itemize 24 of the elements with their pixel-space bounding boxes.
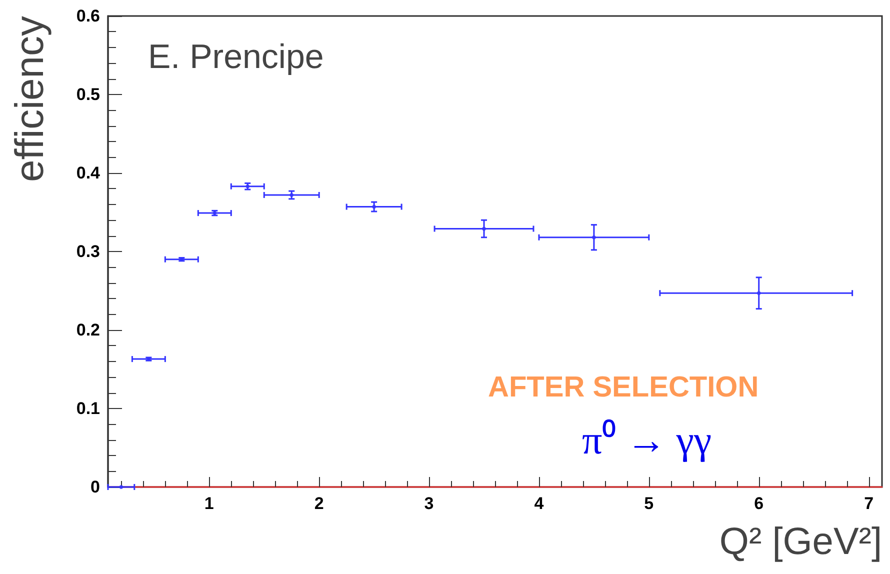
annotation: E. Prencipe: [148, 38, 324, 76]
y-tick-label: 0.2: [76, 320, 100, 340]
y-tick-label: 0.6: [76, 6, 100, 26]
x-tick-label: 1: [204, 494, 214, 513]
y-tick-label: 0.4: [76, 164, 101, 182]
y-axis-title: efficiency: [8, 16, 52, 182]
point: [119, 485, 124, 489]
x-tick-label: 6: [754, 494, 764, 513]
x-tick-label: 4: [534, 494, 544, 513]
y-tick-label: 0.3: [76, 242, 100, 261]
annotation: π⁰ → γγ: [582, 418, 712, 462]
annotation: AFTER SELECTION: [488, 372, 759, 404]
y-tick-label: 0: [90, 478, 100, 496]
x-tick-label: 3: [424, 494, 434, 513]
x-tick-label: 5: [644, 494, 654, 513]
point: [756, 291, 761, 296]
point: [372, 204, 376, 209]
y-tick-label: 0.1: [76, 399, 100, 418]
x-tick-label: 7: [864, 494, 874, 513]
y-tick-label: 0.5: [76, 85, 100, 104]
point: [592, 235, 596, 240]
x-axis-title: Q² [GeV²]: [719, 521, 882, 563]
x-tick-label: 2: [314, 494, 324, 513]
point: [482, 226, 486, 231]
